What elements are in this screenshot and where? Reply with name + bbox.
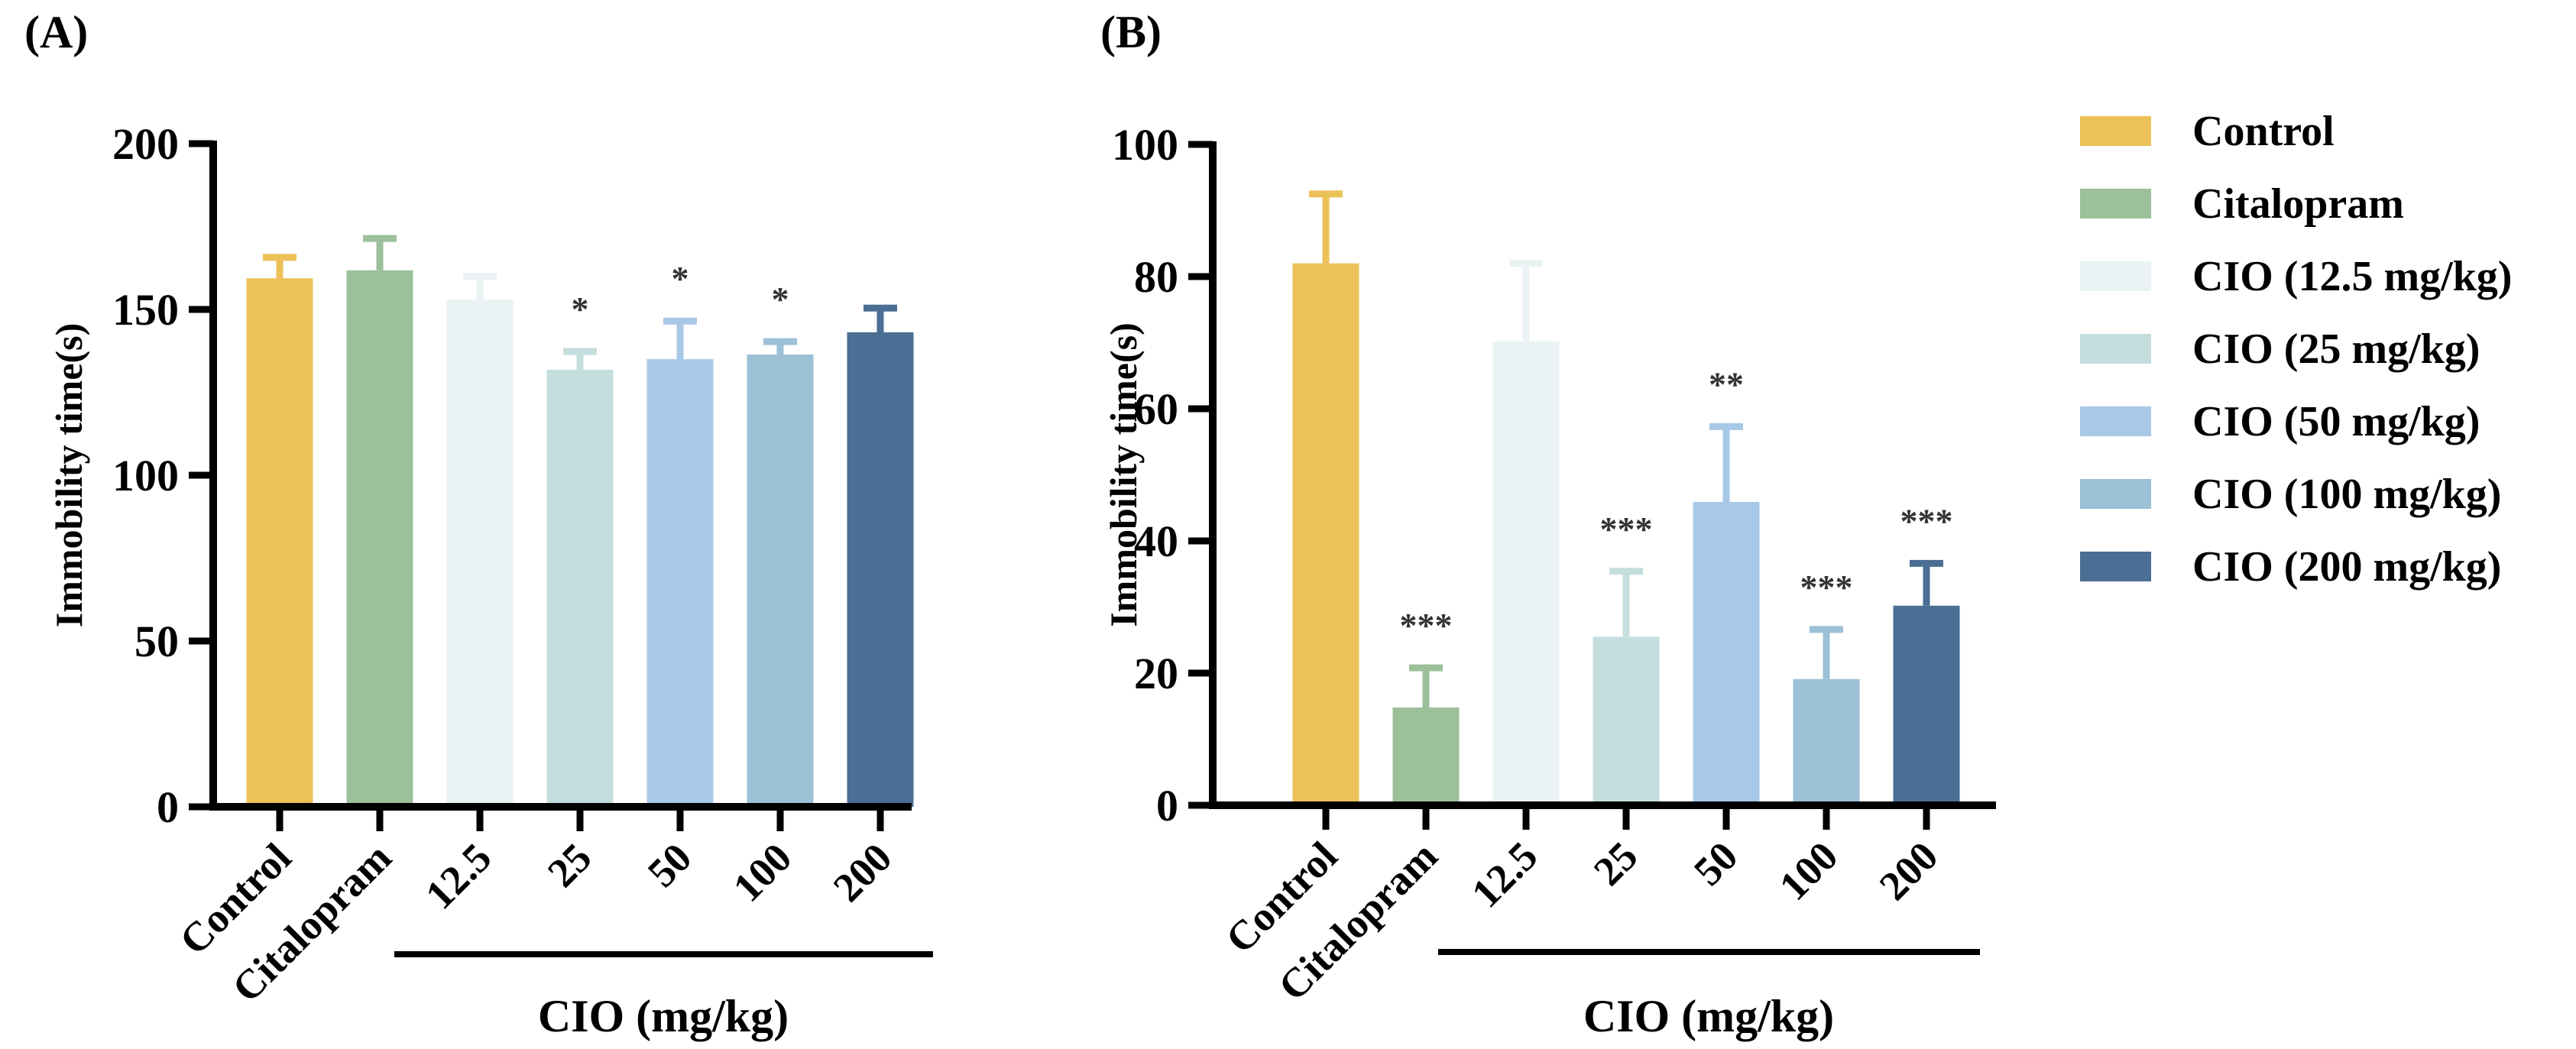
bar-200: [847, 332, 914, 807]
significance-label: ***: [1600, 510, 1653, 549]
significance-label: *: [772, 280, 789, 319]
y-tick-label: 0: [157, 782, 179, 832]
x-tick-label: 25: [539, 834, 601, 896]
bar-25: [1593, 636, 1660, 805]
bar-Citalopram: [346, 270, 413, 808]
significance-label: **: [1709, 364, 1744, 403]
bar-50: [1693, 501, 1760, 805]
significance-label: *: [572, 290, 589, 329]
y-tick-label: 100: [1112, 120, 1178, 170]
x-tick-label: 200: [825, 834, 901, 911]
panel-b: (B)Control***Citalopram 12.5***25**50***1…: [1100, 7, 1996, 1041]
legend-item: Control: [2080, 108, 2335, 155]
legend-swatch: [2080, 261, 2151, 291]
legend: Control Citalopram CIO (12.5 mg/kg) CIO (25…: [2080, 108, 2512, 591]
bar-Control: [1292, 263, 1359, 805]
legend-swatch: [2080, 406, 2151, 436]
legend-item: CIO (100 mg/kg): [2080, 471, 2501, 518]
significance-label: ***: [1400, 606, 1453, 645]
significance-label: *: [672, 259, 689, 298]
y-tick-label: 80: [1134, 252, 1178, 302]
x-tick-label: 50: [639, 834, 701, 896]
y-tick-label: 150: [112, 285, 179, 335]
panel-label: (A): [24, 7, 88, 57]
y-tick-label: 0: [1156, 781, 1178, 830]
significance-label: ***: [1800, 568, 1853, 607]
legend-item: CIO (25 mg/kg): [2080, 325, 2480, 373]
legend-item: CIO (50 mg/kg): [2080, 398, 2480, 445]
legend-label: CIO (200 mg/kg): [2192, 543, 2501, 591]
x-tick-label: 50: [1685, 833, 1747, 895]
legend-label: CIO (12.5 mg/kg): [2192, 253, 2512, 300]
bar-200: [1893, 605, 1960, 805]
legend-swatch: [2080, 189, 2151, 219]
y-axis-label: Immobility time(s): [47, 323, 90, 628]
group-label: CIO (mg/kg): [538, 991, 789, 1041]
bar-12.5: [1492, 341, 1560, 805]
x-tick-label: 12.5: [416, 834, 500, 918]
significance-label: ***: [1900, 501, 1953, 540]
y-tick-label: 40: [1134, 516, 1178, 566]
x-tick-label: 12.5: [1463, 833, 1546, 916]
legend-label: CIO (100 mg/kg): [2192, 471, 2501, 518]
legend-swatch: [2080, 116, 2151, 146]
legend-item: Citalopram: [2080, 180, 2404, 228]
y-tick-label: 60: [1134, 384, 1178, 434]
panel-label: (B): [1100, 7, 1162, 57]
y-axis-label: Immobility time(s): [1102, 322, 1145, 627]
x-tick-label: 25: [1585, 833, 1647, 895]
legend-item: CIO (200 mg/kg): [2080, 543, 2501, 591]
group-label: CIO (mg/kg): [1583, 991, 1834, 1041]
bar-100: [747, 355, 814, 807]
legend-item: CIO (12.5 mg/kg): [2080, 253, 2512, 300]
x-tick-label: 100: [724, 834, 801, 911]
legend-label: CIO (25 mg/kg): [2192, 325, 2480, 373]
x-tick-label: 200: [1871, 833, 1947, 909]
legend-label: CIO (50 mg/kg): [2192, 398, 2480, 445]
legend-swatch: [2080, 552, 2151, 581]
bar-50: [646, 359, 714, 808]
legend-swatch: [2080, 334, 2151, 364]
legend-swatch: [2080, 479, 2151, 509]
bar-12.5: [446, 299, 514, 808]
bar-Control: [246, 278, 313, 808]
legend-label: Citalopram: [2192, 180, 2404, 228]
legend-label: Control: [2192, 108, 2335, 155]
x-tick-label: 100: [1771, 833, 1847, 909]
y-tick-label: 50: [134, 617, 179, 666]
y-tick-label: 200: [112, 119, 179, 169]
bar-100: [1793, 678, 1860, 805]
bar-Citalopram: [1392, 707, 1460, 805]
y-tick-label: 20: [1134, 649, 1178, 698]
y-tick-label: 100: [112, 451, 179, 500]
bar-25: [546, 369, 614, 807]
